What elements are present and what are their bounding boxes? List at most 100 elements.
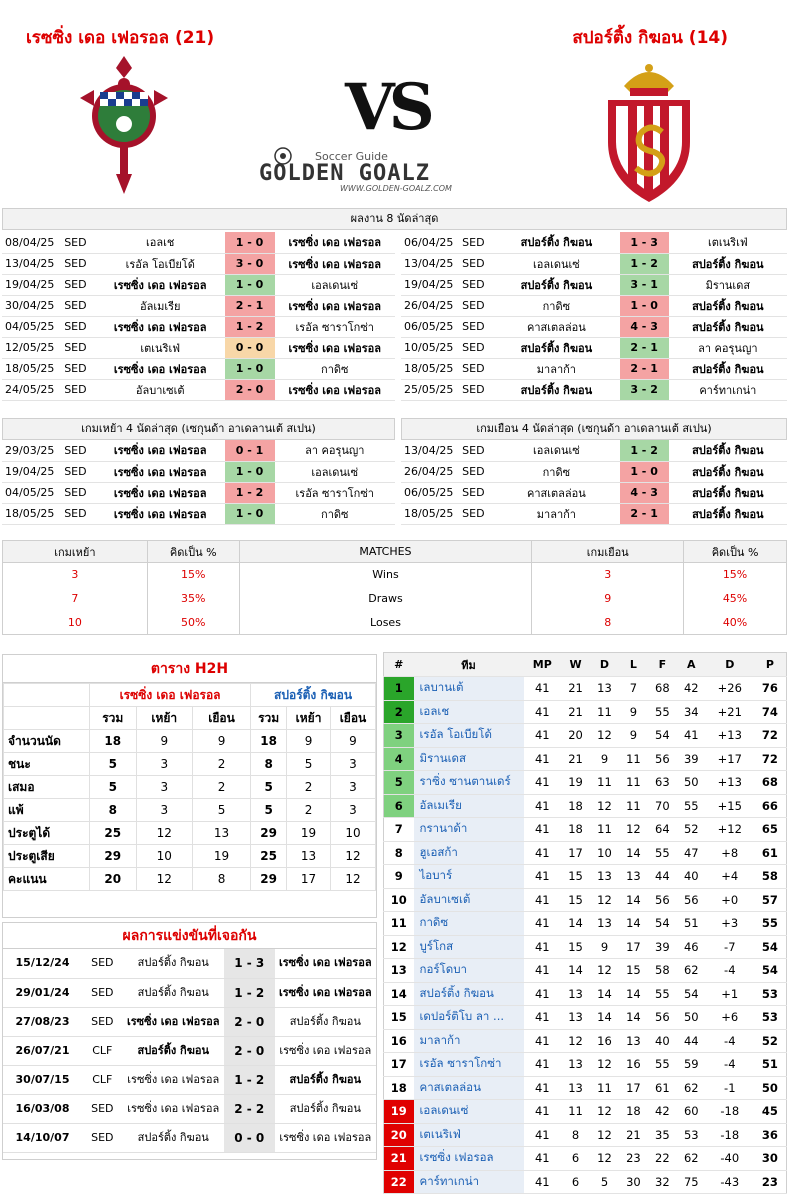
stat-cell: -18: [705, 1123, 754, 1147]
h2h-value: 3: [329, 798, 377, 822]
match-date: 19/04/25: [2, 461, 62, 483]
home-team: สปอร์ติ้ง กิฆอน: [122, 949, 224, 979]
league-row: 11 กาดิซ 41 14 13 14 54 51 +3 55: [383, 911, 787, 936]
last4-away-table: 13/04/25 SED เอลเดนเซ่ 1 - 2 สปอร์ติ้ง กิฆอน…: [401, 440, 787, 525]
stat-cell: 13: [590, 676, 619, 701]
h2h-value: 10: [329, 821, 377, 845]
stat-cell: 63: [647, 770, 677, 795]
h2h-value: 2: [286, 775, 331, 799]
stat-cell: 15: [561, 888, 591, 912]
stat-cell: 14: [561, 958, 591, 983]
home-team: สปอร์ติ้ง กิฆอน: [122, 1123, 224, 1153]
h2h-away-team: สปอร์ติ้ง กิฆอน: [250, 683, 376, 707]
stat-cell: 56: [676, 888, 706, 912]
stat-cell: 40: [647, 1029, 677, 1053]
h2h-value: 12: [329, 844, 377, 868]
h2h-value: 10: [135, 844, 194, 868]
rank: 19: [383, 1099, 414, 1124]
score: 2 - 2: [223, 1094, 275, 1124]
stat-cell: +17: [705, 747, 754, 771]
stats-header-row: เกมเหย้า คิดเป็น % MATCHES เกมเยือน คิดเป็น …: [2, 540, 787, 563]
team-name: บูร์โกส: [413, 935, 524, 959]
result-row: 06/05/25 SED คาสเตลล่อน 4 - 3 สปอร์ติ้ง กิฆอ…: [401, 316, 787, 338]
league-row: 15 เดปอร์ติโบ ลา ... 41 13 14 14 56 50 +6 53: [383, 1005, 787, 1030]
h2h-blank: [3, 706, 90, 730]
h2h-value: 5: [191, 798, 252, 822]
stat-cell: 6: [561, 1146, 591, 1171]
home-team: กาดิซ: [493, 295, 620, 317]
last4-home-title: เกมเหย้า 4 นัดล่าสุด (เซกุนด้า อาเดลานเต…: [2, 418, 395, 440]
h2h-value: 5: [89, 775, 137, 799]
competition: SED: [459, 358, 494, 380]
competition: SED: [459, 482, 494, 504]
home-team: คาสเตลล่อน: [493, 316, 620, 338]
stat-cell: 14: [618, 982, 648, 1006]
match-stats-table: เกมเหย้า คิดเป็น % MATCHES เกมเยือน คิดเป็น …: [2, 540, 787, 635]
stat-cell: 68: [647, 676, 677, 701]
h2h-sub-row: รวม เหย้า เยือน รวม เหย้า เยือน: [3, 706, 377, 730]
stat-cell: 15: [561, 864, 591, 889]
match-date: 29/01/24: [3, 978, 83, 1008]
stat-cell: 21: [561, 700, 591, 724]
home-team: สปอร์ติ้ง กิฆอน: [493, 232, 620, 254]
home-team: เรซซิ่ง เดอ เฟอรอล: [95, 274, 225, 296]
stat-cell: 23: [753, 1170, 787, 1194]
stat-cell: 22: [647, 1146, 677, 1171]
stat-cell: 42: [676, 676, 706, 701]
league-row: 14 สปอร์ติ้ง กิฆอน 41 13 14 14 55 54 +1 53: [383, 982, 787, 1006]
competition: SED: [459, 316, 494, 338]
result-row: 06/04/25 SED สปอร์ติ้ง กิฆอน 1 - 3 เตเนริเฟ่: [401, 232, 787, 254]
competition: SED: [459, 232, 494, 254]
league-row: 5 ราซิ่ง ซานตานเดร์ 41 19 11 11 63 50 +13 68: [383, 770, 787, 795]
score: 1 - 2: [619, 253, 669, 275]
competition: SED: [459, 461, 494, 483]
match-date: 30/07/15: [3, 1065, 83, 1095]
home-team: มาลาก้า: [493, 503, 620, 525]
stat-cell: 18: [561, 817, 591, 842]
stat-cell: 14: [618, 911, 648, 936]
stat-cell: 60: [676, 1099, 706, 1124]
competition: SED: [61, 358, 96, 380]
team-name: เรซซิ่ง เฟอรอล: [413, 1146, 524, 1171]
stat-cell: 13: [590, 864, 619, 889]
stat-cell: 14: [590, 982, 619, 1006]
rank: 15: [383, 1005, 414, 1030]
away-team: สปอร์ติ้ง กิฆอน: [668, 253, 787, 275]
away-team: สปอร์ติ้ง กิฆอน: [274, 1065, 376, 1095]
stat-cell: 57: [753, 888, 787, 912]
result-row: 18/05/25 SED มาลาก้า 2 - 1 สปอร์ติ้ง กิฆอน: [401, 358, 787, 380]
score: 2 - 1: [619, 358, 669, 380]
home-team: เอลเช: [95, 232, 225, 254]
league-header: W: [561, 652, 591, 677]
stat-cell: 30: [618, 1170, 648, 1194]
competition: CLF: [82, 1065, 123, 1095]
stat-cell: 56: [647, 747, 677, 771]
stat-cell: 41: [523, 1052, 562, 1077]
match-date: 14/10/07: [3, 1123, 83, 1153]
stat-cell: 13: [618, 864, 648, 889]
stat-cell: 30: [753, 1146, 787, 1171]
away-team: คาร์ทาเกน่า: [668, 379, 787, 401]
stat-cell: 13: [618, 1029, 648, 1053]
score: 1 - 2: [223, 1065, 275, 1095]
h2h-value: 2: [286, 798, 331, 822]
stat-cell: 41: [523, 841, 562, 865]
match-date: 27/08/23: [3, 1007, 83, 1037]
competition: SED: [61, 440, 96, 462]
last8-title: ผลงาน 8 นัดล่าสุด: [2, 208, 787, 230]
score: 3 - 0: [224, 253, 275, 275]
stat-cell: 41: [523, 794, 562, 818]
competition: SED: [61, 295, 96, 317]
rank: 3: [383, 723, 414, 748]
stats-cell: 7: [2, 586, 148, 611]
competition: SED: [459, 503, 494, 525]
stats-header: เกมเยือน: [531, 540, 685, 563]
stat-cell: 15: [561, 935, 591, 959]
rank: 12: [383, 935, 414, 959]
stat-cell: 65: [753, 817, 787, 842]
rank: 13: [383, 958, 414, 983]
stat-cell: 36: [753, 1123, 787, 1147]
stat-cell: 16: [618, 1052, 648, 1077]
h2h-value: 3: [329, 775, 377, 799]
score: 0 - 0: [223, 1123, 275, 1153]
